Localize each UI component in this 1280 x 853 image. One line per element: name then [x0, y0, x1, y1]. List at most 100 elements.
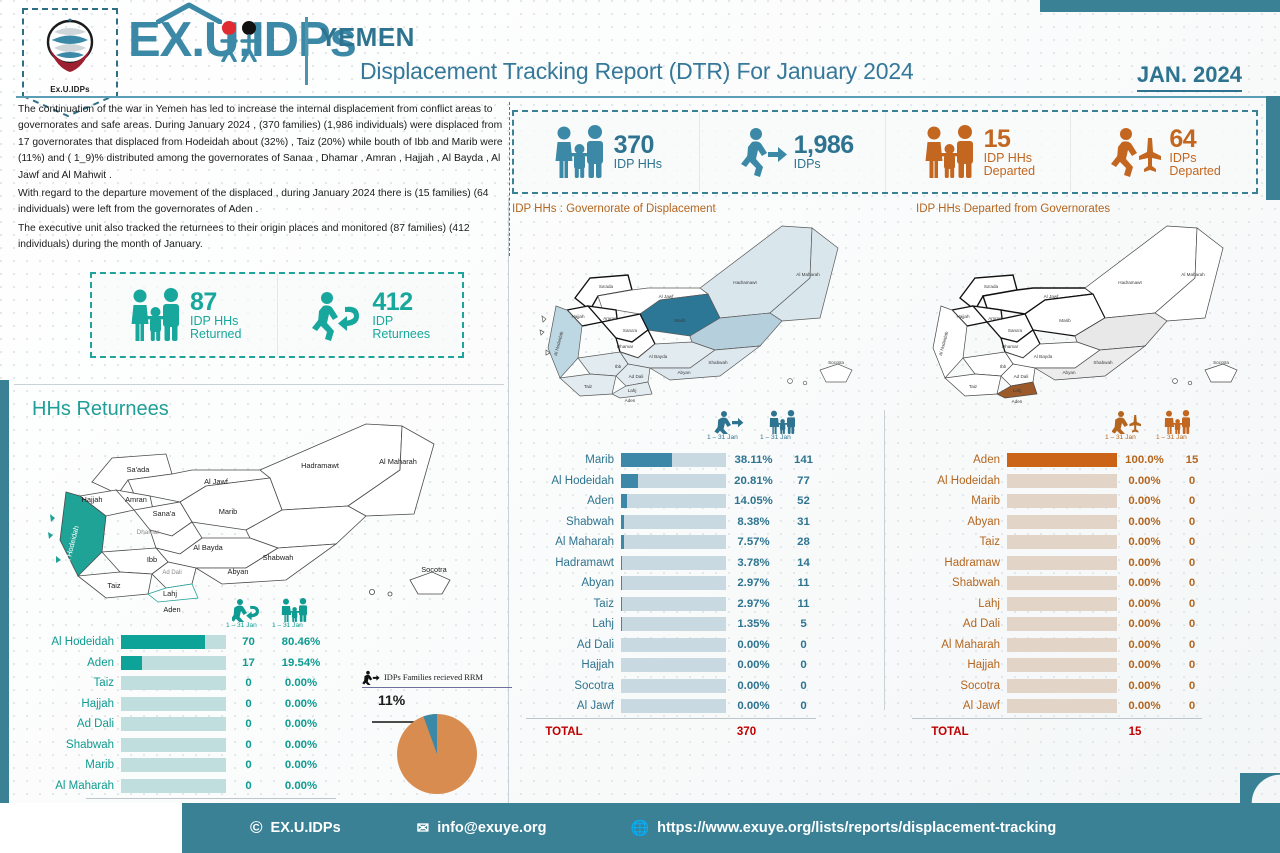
row-percent: 0.00%: [737, 700, 770, 712]
row-bar-fill: [121, 635, 206, 649]
row-percent: 0.00%: [284, 738, 318, 751]
svg-text:Abyan: Abyan: [228, 567, 249, 576]
table-row: Abyan 2.97% 11: [514, 573, 874, 593]
row-label: Hadramaw: [944, 556, 1000, 569]
family-icon: [555, 125, 603, 178]
pie-chart-title-row: IDPs Families recieved RRM: [362, 670, 512, 688]
svg-text:Al Jawf: Al Jawf: [204, 477, 229, 486]
table-row: Ad Dali 0.00% 0: [514, 635, 874, 655]
row-label: Al Jawf: [962, 700, 1000, 712]
svg-text:Hadramawt: Hadramawt: [301, 461, 339, 470]
svg-text:Lahj: Lahj: [628, 388, 637, 393]
row-bar-fill: [621, 596, 622, 611]
row-bar-track: [621, 514, 726, 529]
row-count: 0: [245, 718, 252, 730]
row-percent: 8.38%: [737, 515, 770, 528]
table-row: Al Jawf 0.00% 0: [900, 696, 1260, 716]
row-count: 5: [800, 618, 807, 630]
svg-text:Sana'a: Sana'a: [153, 509, 177, 518]
stat-value: 370: [613, 130, 655, 159]
table-row: Taiz 0.00% 0: [900, 532, 1260, 552]
table-idp-hhs-departed-from-governorates: 1 – 31 Jan 1 – 31 Jan Aden 100.0% 15 Al Hod…: [900, 410, 1260, 743]
row-count: 77: [797, 474, 810, 487]
row-label: Aden: [973, 454, 1000, 466]
walking-plane-icon: [1112, 411, 1141, 434]
row-percent: 0.00%: [284, 759, 318, 771]
row-count: 0: [1188, 679, 1196, 692]
column-divider-left: [508, 198, 509, 810]
row-bar-track: [1007, 658, 1117, 672]
envelope-icon: ✉: [416, 820, 430, 837]
svg-text:Sa'ada: Sa'ada: [127, 465, 151, 474]
header-accent-bar-top: [1040, 0, 1280, 12]
table-row: Marib 38.11% 141: [514, 450, 874, 470]
row-percent: 0.00%: [1128, 556, 1161, 569]
row-bar-fill: [621, 555, 623, 570]
table-row: Al Hodeidah 0.00% 0: [900, 471, 1260, 491]
row-bar-track: [1007, 514, 1117, 529]
svg-text:Socotra: Socotra: [1213, 360, 1229, 365]
logo-caption: Ex.U.IDPs: [50, 85, 90, 94]
svg-text:Al Hodeidah: Al Hodeidah: [553, 330, 564, 356]
stat-label-1: IDP HHs: [190, 314, 239, 328]
table-row: Marib 0.00% 0: [900, 491, 1260, 511]
table-row: Marib 0 0.00%: [14, 755, 344, 775]
total-value: 370: [736, 726, 757, 738]
svg-text:Marib: Marib: [219, 507, 237, 516]
svg-text:Al Jawf: Al Jawf: [659, 294, 675, 299]
two-people-icon: [220, 21, 258, 62]
row-bar-track: [121, 696, 226, 711]
footer-website[interactable]: 🌐 https://www.exuye.org/lists/reports/di…: [630, 819, 1056, 837]
table-header: 1 – 31 Jan 1 – 31 Jan: [900, 410, 1260, 450]
row-percent: 0.00%: [1128, 679, 1161, 692]
row-label: Shabwah: [566, 515, 614, 528]
table-body: Aden 100.0% 15 Al Hodeidah 0.00% 0 Marib 0.00% 0…: [900, 450, 1260, 716]
row-count: 17: [242, 656, 255, 669]
svg-text:Sana'a: Sana'a: [623, 328, 638, 333]
total-value: 15: [1128, 726, 1142, 738]
row-count: 0: [1188, 597, 1196, 610]
row-count: 0: [1188, 495, 1196, 507]
total-label: TOTAL: [545, 726, 583, 738]
row-percent: 1.35%: [737, 618, 770, 630]
row-percent: 0.00%: [1128, 638, 1161, 651]
yemen-map-departed-svg: Sa'ada Al Jawf Hadramawt Al Maharah Hajjah…: [932, 225, 1238, 403]
table-row: Shabwah 0.00% 0: [900, 573, 1260, 593]
stat-value: 64: [1169, 124, 1197, 153]
narrative-paragraph-1: The continuation of the war in Yemen has…: [18, 104, 503, 181]
header-accent-bar-right: [1266, 96, 1280, 200]
row-label: Lahj: [592, 618, 614, 630]
total-label: TOTAL: [931, 726, 969, 738]
page-title: YEMEN: [320, 22, 415, 52]
table-row: Al Hodeidah 70 80.46%: [14, 632, 344, 652]
table-hhs-returnees: 1 – 31 Jan 1 – 31 Jan Al Hodeidah 70 80.46…: [14, 598, 344, 823]
row-label: Shabwah: [66, 738, 114, 751]
logo-frame-tail: [22, 96, 114, 118]
svg-text:Marib: Marib: [1059, 318, 1071, 323]
row-count: 141: [793, 454, 813, 466]
table-row: Aden 100.0% 15: [900, 450, 1260, 470]
table-row: Al Maharah 0 0.00%: [14, 776, 344, 796]
svg-text:Sa'ada: Sa'ada: [984, 284, 999, 289]
table-header-date-pct: 1 – 31 Jan: [707, 434, 738, 441]
footer-left-gap: [0, 803, 182, 853]
table-header-date-count: 1 – 31 Jan: [760, 434, 791, 441]
svg-text:Al Maharah: Al Maharah: [1181, 272, 1205, 277]
row-bar-track: [121, 737, 226, 752]
row-label: Ad Dali: [962, 618, 1000, 630]
footer-email[interactable]: ✉ info@exuye.org: [417, 819, 547, 837]
row-percent: 2.97%: [737, 597, 770, 610]
row-label: Taiz: [979, 536, 1000, 548]
row-bar-track: [1007, 453, 1117, 467]
footer-corner-curve: [1240, 773, 1280, 803]
row-count: 0: [1188, 618, 1196, 630]
row-label: Al Maharah: [941, 638, 1000, 651]
table-row: Lahj 0.00% 0: [900, 594, 1260, 614]
row-percent: 0.00%: [1128, 536, 1161, 548]
svg-text:Lahj: Lahj: [163, 589, 177, 598]
row-bar-fill: [621, 576, 622, 590]
svg-text:Ad Dali: Ad Dali: [162, 570, 181, 576]
row-count: 0: [800, 659, 807, 671]
map-displacement: Sa'ada Al Jawf Hadramawt Al Maharah Hajjah…: [520, 218, 880, 403]
walking-return-icon: [312, 292, 360, 341]
